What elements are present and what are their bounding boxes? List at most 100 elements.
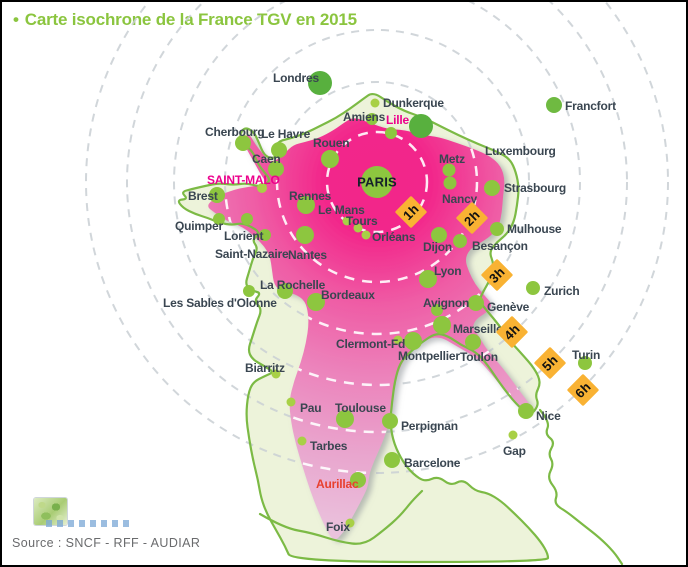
city-label: Le Havre	[261, 127, 311, 141]
logo-blue-bars	[46, 520, 130, 527]
hour-marker-1h: 1h	[395, 196, 427, 228]
city-dot	[213, 213, 225, 225]
city-dot	[297, 436, 307, 446]
city-dot	[268, 161, 284, 177]
title-bullet-icon: •	[13, 10, 19, 29]
city-label: Cherbourg	[205, 125, 265, 139]
city-label: Zurich	[544, 284, 579, 298]
city-label: Clermont-Fd	[336, 337, 405, 351]
city-label: Le Mans	[318, 203, 365, 217]
city-label: La Rochelle	[260, 278, 326, 292]
city-dot	[404, 332, 422, 350]
city-dot	[336, 410, 354, 428]
city-label: Lille	[386, 113, 410, 127]
city-label: Pau	[300, 401, 321, 415]
city-label: Caen	[252, 152, 281, 166]
hour-marker-2h: 2h	[456, 202, 488, 234]
city-label: Mulhouse	[507, 222, 562, 236]
city-dot	[209, 187, 225, 203]
city-label: Francfort	[565, 99, 616, 113]
city-label: Gap	[503, 444, 526, 458]
city-dot	[419, 270, 437, 288]
city-dot	[350, 472, 366, 488]
city-dot	[277, 283, 293, 299]
city-label: Strasbourg	[504, 181, 566, 195]
city-dot	[297, 196, 315, 214]
city-dot	[241, 213, 253, 225]
city-label: Aurillac	[316, 477, 359, 491]
city-dot	[308, 71, 332, 95]
city-label: Foix	[326, 520, 350, 534]
city-dot	[442, 163, 456, 177]
city-label: Quimper	[175, 219, 223, 233]
city-label: Nancy	[442, 192, 478, 206]
city-label: Tarbes	[310, 439, 348, 453]
audiar-logo	[32, 496, 134, 530]
city-dot	[453, 234, 467, 248]
city-dot	[508, 430, 518, 440]
city-label: Toulon	[460, 350, 498, 364]
city-dot	[321, 150, 339, 168]
city-dot	[409, 114, 433, 138]
city-label: Lorient	[224, 229, 263, 243]
city-dot	[431, 304, 443, 316]
city-dot	[259, 229, 271, 241]
city-label: Amiens	[343, 110, 386, 124]
city-label: Avignon	[423, 296, 469, 310]
city-label: Les Sables d'Olonne	[163, 296, 277, 310]
tgv-isochrone-blob	[208, 118, 530, 540]
city-label: Rouen	[313, 136, 349, 150]
city-label: Brest	[188, 189, 218, 203]
city-label: Saint-Nazaire	[215, 247, 289, 261]
paris-label: PARIS	[357, 175, 397, 190]
city-dot	[468, 295, 484, 311]
city-dot	[578, 356, 592, 370]
city-dot	[271, 142, 287, 158]
hour-marker-5h: 5h	[534, 347, 566, 379]
city-label: SAINT-MALO	[207, 173, 280, 187]
city-label: Barcelone	[404, 456, 461, 470]
city-label: Perpignan	[401, 419, 458, 433]
city-label: Bordeaux	[321, 288, 375, 302]
source-credit: Source : SNCF - RFF - AUDIAR	[12, 536, 201, 550]
city-label: Toulouse	[335, 401, 386, 415]
city-dots	[209, 71, 592, 528]
city-dot	[370, 98, 380, 108]
city-dot	[257, 183, 267, 193]
city-dot	[384, 452, 400, 468]
city-dot	[353, 223, 363, 233]
city-dot	[271, 369, 281, 379]
city-dot	[382, 413, 398, 429]
city-dot	[342, 216, 352, 226]
city-label: Besançon	[472, 239, 528, 253]
city-label: Biarritz	[245, 361, 285, 375]
city-label: Nantes	[288, 248, 327, 262]
city-dot	[546, 97, 562, 113]
city-dot	[307, 293, 325, 311]
city-label: Dunkerque	[383, 96, 444, 110]
city-dot	[296, 226, 314, 244]
city-label: Genève	[487, 300, 530, 314]
city-dot	[345, 518, 355, 528]
city-dot	[431, 227, 447, 243]
city-label: Nice	[536, 409, 561, 423]
city-label: Londres	[273, 71, 319, 85]
city-dot	[361, 230, 371, 240]
city-label: Turin	[572, 348, 600, 362]
city-dot	[286, 397, 296, 407]
city-label: Lyon	[434, 264, 461, 278]
page-title-text: Carte isochrone de la France TGV en 2015	[24, 10, 357, 29]
city-dot	[490, 222, 504, 236]
hour-marker-4h: 4h	[496, 316, 528, 348]
city-label: Marseille	[453, 322, 503, 336]
paris-hub-circle	[361, 166, 393, 198]
city-dot	[385, 127, 397, 139]
hour-marker-3h: 3h	[481, 259, 513, 291]
city-label: Rennes	[289, 189, 332, 203]
city-dot	[235, 135, 251, 151]
city-label: Montpellier	[398, 349, 460, 363]
